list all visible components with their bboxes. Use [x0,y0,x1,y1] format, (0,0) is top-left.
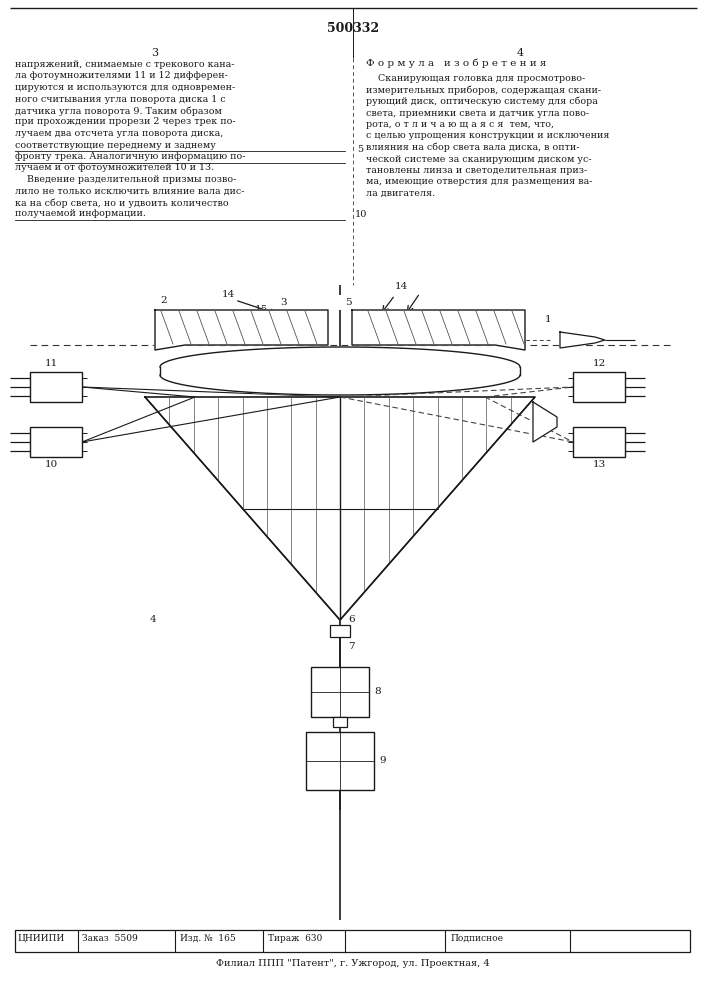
FancyBboxPatch shape [330,625,350,637]
Text: датчика угла поворота 9. Таким образом: датчика угла поворота 9. Таким образом [15,106,222,115]
FancyBboxPatch shape [30,372,82,402]
Text: 4: 4 [150,615,157,624]
Text: 500332: 500332 [327,22,379,35]
Text: 10: 10 [45,460,58,469]
Text: напряжений, снимаемые с трекового кана-: напряжений, снимаемые с трекового кана- [15,60,235,69]
Text: ма, имеющие отверстия для размещения ва-: ма, имеющие отверстия для размещения ва- [366,178,592,186]
Text: ла фотоумножителями 11 и 12 дифферен-: ла фотоумножителями 11 и 12 дифферен- [15,72,228,81]
Text: 3: 3 [280,298,286,307]
Text: ЦНИИПИ: ЦНИИПИ [17,934,64,943]
Text: соответствующие переднему и заднему: соответствующие переднему и заднему [15,140,216,149]
Text: Заказ  5509: Заказ 5509 [82,934,138,943]
Text: ка на сбор света, но и удвоить количество: ка на сбор света, но и удвоить количеств… [15,198,228,208]
Text: света, приемники света и датчик угла пово-: света, приемники света и датчик угла пов… [366,108,589,117]
Text: 4: 4 [516,48,524,58]
Text: измерительных приборов, содержащая скани-: измерительных приборов, содержащая скани… [366,86,601,95]
FancyBboxPatch shape [311,667,369,717]
Text: 7: 7 [348,642,355,651]
Text: рота, о т л и ч а ю щ а я с я  тем, что,: рота, о т л и ч а ю щ а я с я тем, что, [366,120,554,129]
Text: 9: 9 [379,756,385,765]
Text: с целью упрощения конструкции и исключения: с целью упрощения конструкции и исключен… [366,131,609,140]
Text: Ф о р м у л а   и з о б р е т е н и я: Ф о р м у л а и з о б р е т е н и я [366,58,547,68]
FancyBboxPatch shape [573,372,625,402]
Text: 15: 15 [255,305,268,314]
Text: тановлены линза и светоделительная приз-: тановлены линза и светоделительная приз- [366,166,588,175]
Polygon shape [560,332,605,348]
Text: 1: 1 [545,315,551,324]
Text: 12: 12 [592,359,606,368]
Text: 5: 5 [345,298,351,307]
Text: 3: 3 [151,48,158,58]
Text: рующий диск, оптическую систему для сбора: рующий диск, оптическую систему для сбор… [366,97,598,106]
FancyBboxPatch shape [573,427,625,457]
Text: при прохождении прорези 2 через трек по-: при прохождении прорези 2 через трек по- [15,117,235,126]
Text: ного считывания угла поворота диска 1 с: ного считывания угла поворота диска 1 с [15,95,226,104]
Text: Подписное: Подписное [450,934,503,943]
Polygon shape [145,397,535,620]
Text: Сканирующая головка для просмотрово-: Сканирующая головка для просмотрово- [366,74,585,83]
Text: лило не только исключить влияние вала дис-: лило не только исключить влияние вала ди… [15,186,245,196]
Text: ла двигателя.: ла двигателя. [366,189,435,198]
Text: 14: 14 [222,290,235,299]
Bar [15,930,690,952]
Text: 8: 8 [374,687,380,696]
Text: 5: 5 [357,145,363,154]
FancyBboxPatch shape [30,427,82,457]
Text: лучаем два отсчета угла поворота диска,: лучаем два отсчета угла поворота диска, [15,129,223,138]
Polygon shape [533,402,557,442]
Text: Тираж  630: Тираж 630 [268,934,322,943]
Text: 13: 13 [592,460,606,469]
Text: лучаем и от фотоумножителей 10 и 13.: лучаем и от фотоумножителей 10 и 13. [15,163,214,172]
Text: 6: 6 [348,615,355,624]
Text: 11: 11 [45,359,58,368]
FancyBboxPatch shape [306,732,374,790]
Text: 10: 10 [355,210,368,219]
Polygon shape [155,310,328,350]
Text: Введение разделительной призмы позво-: Введение разделительной призмы позво- [15,175,236,184]
Text: ческой системе за сканирующим диском ус-: ческой системе за сканирующим диском ус- [366,154,592,163]
Text: 14: 14 [395,282,408,291]
Polygon shape [352,310,525,350]
FancyBboxPatch shape [333,717,347,727]
Text: Филиал ППП "Патент", г. Ужгород, ул. Проектная, 4: Филиал ППП "Патент", г. Ужгород, ул. Про… [216,959,490,968]
Text: цируются и используются для одновремен-: цируются и используются для одновремен- [15,83,235,92]
Text: Изд. №  165: Изд. № 165 [180,934,235,943]
Text: фронту трека. Аналогичную информацию по-: фронту трека. Аналогичную информацию по- [15,152,245,161]
Text: 2: 2 [160,296,167,305]
Text: влияния на сбор света вала диска, в опти-: влияния на сбор света вала диска, в опти… [366,143,580,152]
Text: получаемой информации.: получаемой информации. [15,210,146,219]
Polygon shape [160,347,520,395]
